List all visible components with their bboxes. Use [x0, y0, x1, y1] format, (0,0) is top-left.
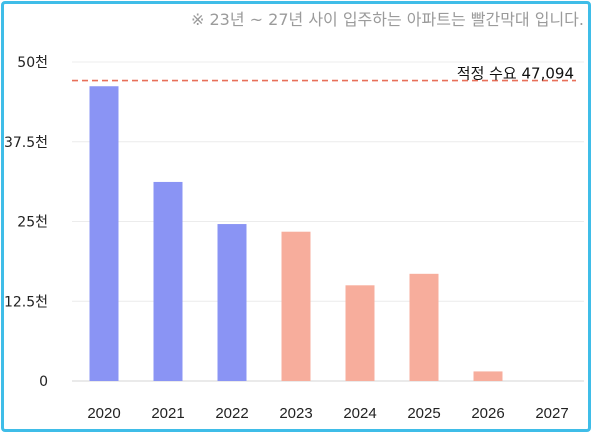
chart-note: ※ 23년 ~ 27년 사이 입주하는 아파트는 빨간막대 입니다.: [191, 10, 584, 29]
y-tick-label: 0: [39, 374, 48, 390]
x-tick-label: 2025: [407, 405, 440, 422]
grid-lines: [72, 61, 584, 382]
reference-line-group: 적정 수요 47,094: [72, 65, 576, 83]
bar-2023: [281, 231, 311, 381]
x-tick-label: 2023: [279, 405, 312, 422]
x-axis: 2020 2021 2022 2023 2024 2025 2026 2027: [87, 405, 568, 422]
bar-2022: [217, 224, 247, 381]
y-tick-label: 12.5천: [4, 294, 48, 310]
bar-2026: [473, 371, 503, 381]
bar-2025: [409, 273, 439, 381]
x-tick-label: 2021: [151, 405, 184, 422]
reference-line-label: 적정 수요 47,094: [457, 65, 574, 83]
x-tick-label: 2026: [471, 405, 504, 422]
x-tick-label: 2022: [215, 405, 248, 422]
x-tick-label: 2020: [87, 405, 120, 422]
y-tick-label: 37.5천: [4, 135, 48, 151]
x-tick-label: 2024: [343, 405, 376, 422]
bar-2024: [345, 285, 375, 381]
bar-2020: [89, 86, 119, 381]
y-tick-label: 25천: [17, 215, 48, 231]
y-axis: 0 12.5천 25천 37.5천 50천: [4, 55, 48, 390]
x-tick-label: 2027: [535, 405, 568, 422]
y-tick-label: 50천: [17, 55, 48, 71]
bar-2021: [153, 181, 183, 381]
bars: [89, 86, 503, 381]
